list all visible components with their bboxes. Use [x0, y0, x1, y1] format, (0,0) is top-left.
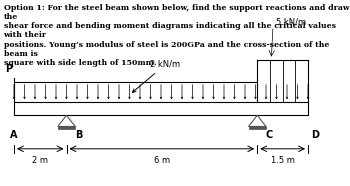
Text: 2 m: 2 m: [32, 156, 48, 165]
Text: B: B: [75, 130, 83, 140]
Bar: [248, 126, 266, 129]
Text: P: P: [5, 64, 12, 74]
Text: 6 m: 6 m: [154, 156, 170, 165]
Text: A: A: [10, 130, 18, 140]
Bar: [14, 102, 308, 115]
Polygon shape: [248, 115, 266, 126]
Bar: [58, 126, 75, 129]
Text: 2 kN/m: 2 kN/m: [132, 60, 181, 92]
Text: 1.5 m: 1.5 m: [271, 156, 295, 165]
Text: D: D: [312, 130, 320, 140]
Text: Option 1: For the steel beam shown below, find the support reactions and draw th: Option 1: For the steel beam shown below…: [4, 4, 349, 67]
Text: C: C: [266, 130, 273, 140]
Polygon shape: [58, 115, 75, 126]
Text: 5 kN/m: 5 kN/m: [276, 17, 307, 26]
